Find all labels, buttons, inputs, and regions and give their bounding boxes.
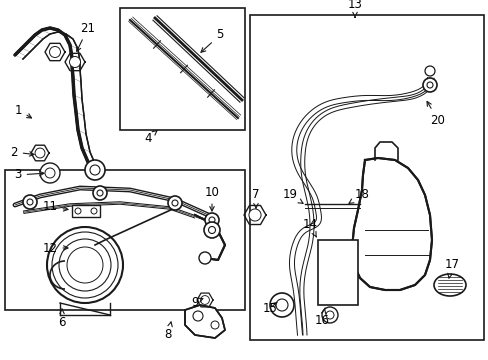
Circle shape xyxy=(321,307,337,323)
Circle shape xyxy=(422,78,436,92)
Circle shape xyxy=(426,82,432,88)
Circle shape xyxy=(52,232,118,298)
Polygon shape xyxy=(50,28,66,34)
Text: 2: 2 xyxy=(10,145,34,158)
Circle shape xyxy=(93,186,107,200)
Polygon shape xyxy=(351,158,431,290)
Text: 3: 3 xyxy=(14,168,44,181)
Circle shape xyxy=(203,222,220,238)
Polygon shape xyxy=(28,35,43,46)
Circle shape xyxy=(204,213,219,227)
Circle shape xyxy=(67,247,103,283)
Polygon shape xyxy=(65,35,78,49)
Text: 19: 19 xyxy=(282,189,303,203)
Text: 5: 5 xyxy=(201,28,223,52)
Polygon shape xyxy=(18,48,30,56)
Text: 8: 8 xyxy=(164,322,172,342)
Bar xyxy=(120,8,244,130)
Text: 18: 18 xyxy=(348,189,368,203)
Circle shape xyxy=(85,160,105,180)
Text: 11: 11 xyxy=(42,201,68,213)
Polygon shape xyxy=(70,45,80,62)
Polygon shape xyxy=(184,305,224,338)
Polygon shape xyxy=(76,112,86,134)
Text: 16: 16 xyxy=(314,308,329,327)
Polygon shape xyxy=(22,42,36,52)
Circle shape xyxy=(193,311,203,321)
Bar xyxy=(249,15,483,340)
Circle shape xyxy=(47,227,123,303)
Text: 1: 1 xyxy=(14,104,31,118)
Circle shape xyxy=(35,148,45,158)
Text: 14: 14 xyxy=(302,219,317,237)
Circle shape xyxy=(75,208,81,214)
Circle shape xyxy=(23,195,37,209)
Text: 20: 20 xyxy=(426,102,445,126)
Polygon shape xyxy=(72,65,81,82)
Circle shape xyxy=(97,190,103,196)
Text: 9: 9 xyxy=(191,296,203,309)
Circle shape xyxy=(40,163,60,183)
Polygon shape xyxy=(58,30,73,39)
Circle shape xyxy=(91,208,97,214)
Text: 12: 12 xyxy=(42,242,68,255)
Text: 13: 13 xyxy=(347,0,362,17)
Polygon shape xyxy=(82,148,96,166)
Text: 10: 10 xyxy=(204,185,219,211)
Circle shape xyxy=(208,217,215,223)
Circle shape xyxy=(325,311,333,319)
Text: 7: 7 xyxy=(252,189,259,208)
Circle shape xyxy=(269,293,293,317)
Circle shape xyxy=(424,66,434,76)
Circle shape xyxy=(45,168,55,178)
Text: 6: 6 xyxy=(58,309,65,328)
Bar xyxy=(317,240,357,305)
Polygon shape xyxy=(195,215,224,260)
Circle shape xyxy=(90,165,100,175)
Circle shape xyxy=(275,299,287,311)
Text: 15: 15 xyxy=(262,302,277,315)
Circle shape xyxy=(200,296,209,305)
Text: 21: 21 xyxy=(77,22,95,51)
Circle shape xyxy=(49,46,61,58)
Polygon shape xyxy=(42,28,58,34)
Text: 17: 17 xyxy=(444,258,459,278)
Polygon shape xyxy=(78,130,90,152)
Circle shape xyxy=(172,200,178,206)
Polygon shape xyxy=(74,95,84,116)
Polygon shape xyxy=(72,58,80,69)
Circle shape xyxy=(27,199,33,205)
Polygon shape xyxy=(88,162,103,174)
Circle shape xyxy=(210,321,219,329)
Circle shape xyxy=(248,209,261,221)
Circle shape xyxy=(208,226,215,234)
Text: 4: 4 xyxy=(144,130,157,144)
Polygon shape xyxy=(15,52,26,59)
Circle shape xyxy=(69,57,81,68)
Circle shape xyxy=(59,239,111,291)
Ellipse shape xyxy=(433,274,465,296)
Circle shape xyxy=(199,252,210,264)
Polygon shape xyxy=(35,30,50,39)
Bar xyxy=(72,205,100,217)
Polygon shape xyxy=(73,78,82,99)
Circle shape xyxy=(168,196,182,210)
Bar xyxy=(5,170,244,310)
